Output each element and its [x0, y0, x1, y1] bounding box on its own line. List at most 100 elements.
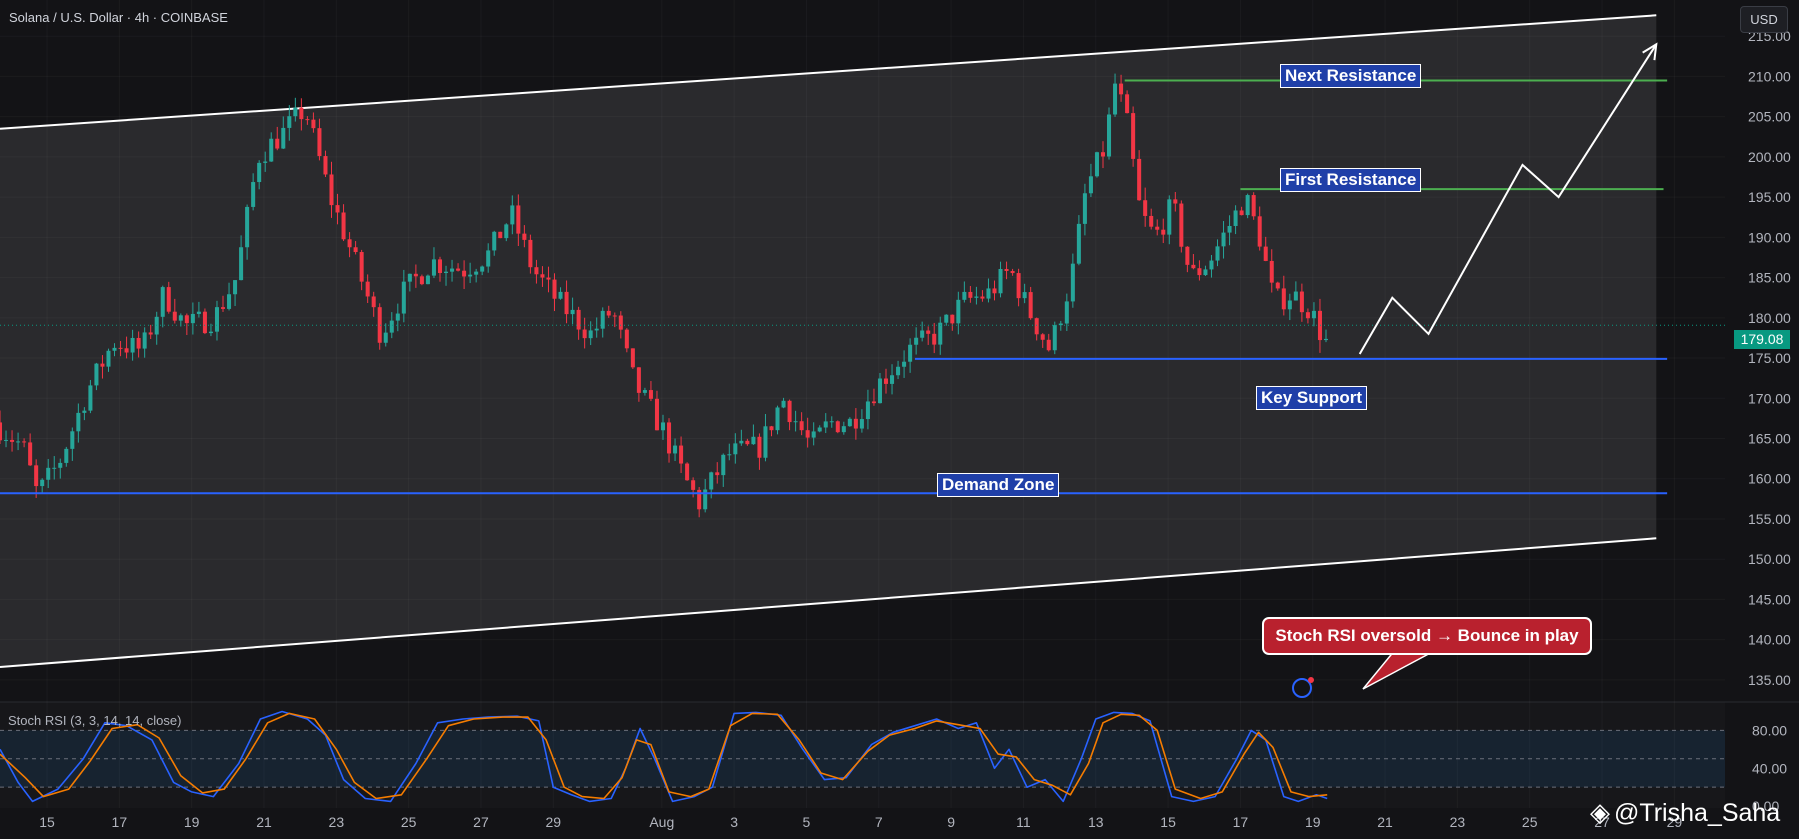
bull-candle	[257, 160, 262, 190]
bull-candle	[178, 313, 183, 327]
bear-candle	[1305, 308, 1310, 324]
candle-body	[757, 436, 762, 458]
bear-candle	[871, 388, 876, 406]
bear-candle	[1239, 206, 1244, 216]
time-tick-label: 21	[1377, 814, 1393, 830]
binance-diamond-icon: ◈	[1590, 797, 1610, 827]
price-tick-label: 205.00	[1748, 109, 1791, 125]
candle-body	[865, 401, 870, 420]
bull-candle	[733, 433, 738, 464]
candle-body	[1203, 269, 1208, 276]
candle-body	[992, 288, 997, 294]
bull-candle	[94, 362, 99, 391]
bull-candle	[908, 338, 913, 373]
candle-body	[890, 375, 895, 384]
time-tick-label: 5	[803, 814, 811, 830]
bear-candle	[679, 436, 684, 473]
bear-candle	[685, 462, 690, 481]
bear-candle	[1281, 275, 1286, 316]
bear-candle	[34, 459, 39, 498]
candle-body	[552, 279, 557, 299]
first-resistance-label: First Resistance	[1280, 168, 1422, 192]
candle-body	[829, 421, 834, 423]
bull-candle	[293, 97, 298, 122]
bull-candle	[401, 269, 406, 323]
bear-candle	[365, 274, 370, 303]
candle-body	[227, 294, 232, 309]
candle-body	[1040, 334, 1045, 340]
candle-body	[817, 427, 822, 432]
bear-candle	[757, 433, 762, 470]
candle-body	[46, 467, 51, 480]
candle-body	[305, 119, 310, 121]
candle-body	[1311, 310, 1316, 319]
bear-candle	[799, 412, 804, 436]
candle-body	[293, 107, 298, 117]
candle-body	[883, 378, 889, 384]
candle-body	[377, 307, 382, 343]
candle-body	[239, 247, 244, 281]
bull-candle	[823, 413, 828, 434]
candle-body	[1034, 318, 1039, 335]
bear-candle	[22, 438, 27, 448]
time-tick-label: 11	[1016, 814, 1031, 830]
bull-candle	[859, 409, 864, 433]
candle-body	[703, 489, 708, 510]
candle-body	[835, 421, 840, 433]
channel-lower-line	[0, 537, 1657, 669]
candle-body	[419, 276, 424, 285]
bear-candle	[1125, 90, 1130, 114]
bear-candle	[787, 399, 792, 431]
candle-body	[1269, 260, 1274, 283]
candle-body	[920, 330, 925, 338]
candle-body	[636, 367, 641, 393]
bear-candle	[305, 116, 310, 125]
bull-candle	[673, 438, 678, 462]
bear-candle	[1028, 286, 1033, 320]
candle-body	[1010, 270, 1015, 274]
candle-body	[166, 287, 171, 312]
bear-candle	[883, 368, 889, 394]
candle-body	[220, 307, 226, 309]
bear-candle	[528, 234, 533, 274]
bull-candle	[281, 116, 286, 150]
bear-candle	[667, 418, 672, 463]
candle-body	[654, 398, 659, 431]
candle-body	[208, 331, 213, 334]
bull-candle	[52, 456, 57, 480]
bear-candle	[202, 308, 207, 335]
bull-candle	[1070, 253, 1075, 308]
bear-candle	[1185, 246, 1190, 273]
bull-candle	[1058, 320, 1063, 331]
candle-body	[679, 445, 684, 464]
bull-candle	[389, 312, 394, 339]
candle-body	[263, 161, 268, 163]
candle-body	[347, 239, 352, 248]
bull-candle	[214, 300, 219, 341]
candle-body	[660, 422, 666, 431]
bull-candle	[486, 243, 491, 273]
candle-body	[190, 313, 195, 324]
bear-candle	[456, 263, 461, 272]
bull-candle	[76, 403, 81, 443]
candle-body	[570, 309, 575, 315]
bear-candle	[835, 420, 840, 434]
bear-candle	[624, 328, 629, 353]
stoch-rsi-tick-label: 0.00	[1752, 798, 1779, 814]
bear-candle	[715, 462, 720, 484]
candle-body	[184, 315, 189, 324]
bear-candle	[335, 193, 340, 225]
bull-candle	[986, 278, 991, 303]
bull-candle	[196, 301, 201, 318]
currency-button[interactable]: USD	[1740, 6, 1788, 33]
candle-body	[1143, 200, 1148, 216]
candle-body	[540, 274, 545, 278]
bull-candle	[64, 446, 69, 467]
stoch-rsi-k-line	[0, 710, 1328, 803]
candle-body	[202, 311, 207, 334]
candle-body	[1257, 216, 1262, 247]
candle-body	[425, 275, 430, 285]
bear-candle	[1143, 187, 1148, 227]
price-tick-label: 185.00	[1748, 270, 1791, 286]
